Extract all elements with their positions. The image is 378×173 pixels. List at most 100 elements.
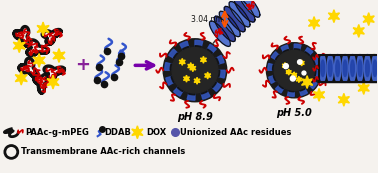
Polygon shape bbox=[368, 54, 378, 67]
Polygon shape bbox=[286, 69, 291, 75]
Polygon shape bbox=[166, 70, 195, 85]
Polygon shape bbox=[219, 11, 240, 37]
Polygon shape bbox=[195, 70, 220, 77]
Text: 3.04 nm: 3.04 nm bbox=[191, 15, 223, 24]
Polygon shape bbox=[328, 10, 339, 22]
Polygon shape bbox=[169, 49, 195, 70]
Polygon shape bbox=[183, 47, 195, 70]
Polygon shape bbox=[53, 49, 65, 62]
Polygon shape bbox=[170, 64, 195, 70]
Polygon shape bbox=[281, 45, 294, 70]
Polygon shape bbox=[174, 53, 195, 70]
Polygon shape bbox=[190, 65, 196, 72]
Ellipse shape bbox=[366, 60, 369, 77]
Polygon shape bbox=[195, 55, 224, 70]
Text: DDAB: DDAB bbox=[105, 128, 132, 137]
Polygon shape bbox=[165, 62, 195, 70]
Polygon shape bbox=[174, 70, 195, 96]
Polygon shape bbox=[234, 0, 255, 22]
Polygon shape bbox=[294, 70, 321, 77]
Ellipse shape bbox=[351, 60, 355, 77]
Polygon shape bbox=[13, 39, 25, 53]
Polygon shape bbox=[195, 49, 212, 70]
Polygon shape bbox=[276, 55, 294, 70]
Text: DOX: DOX bbox=[146, 128, 167, 137]
Polygon shape bbox=[294, 70, 313, 85]
Polygon shape bbox=[358, 82, 369, 94]
Polygon shape bbox=[183, 75, 189, 82]
Polygon shape bbox=[294, 48, 313, 70]
Polygon shape bbox=[195, 70, 221, 91]
Circle shape bbox=[290, 76, 295, 81]
Circle shape bbox=[284, 64, 288, 69]
Polygon shape bbox=[294, 49, 300, 70]
Bar bbox=[319, 54, 378, 82]
Polygon shape bbox=[273, 65, 294, 70]
Polygon shape bbox=[179, 58, 185, 65]
Polygon shape bbox=[271, 52, 294, 70]
Polygon shape bbox=[194, 77, 200, 84]
Ellipse shape bbox=[364, 54, 370, 82]
Polygon shape bbox=[294, 44, 301, 70]
Polygon shape bbox=[209, 21, 231, 47]
Polygon shape bbox=[268, 63, 294, 70]
Polygon shape bbox=[294, 70, 307, 95]
Text: PAAc-g-mPEG: PAAc-g-mPEG bbox=[25, 128, 89, 137]
Polygon shape bbox=[195, 44, 216, 70]
Polygon shape bbox=[273, 70, 294, 81]
Polygon shape bbox=[37, 22, 49, 36]
Bar bbox=[319, 54, 378, 82]
Circle shape bbox=[274, 50, 314, 90]
Circle shape bbox=[163, 39, 227, 102]
Polygon shape bbox=[313, 88, 325, 101]
Polygon shape bbox=[195, 70, 217, 88]
Ellipse shape bbox=[342, 54, 348, 82]
Polygon shape bbox=[180, 41, 195, 70]
Polygon shape bbox=[282, 63, 288, 69]
Polygon shape bbox=[195, 40, 203, 70]
Ellipse shape bbox=[357, 54, 363, 82]
Text: pH 8.9: pH 8.9 bbox=[177, 112, 213, 122]
Polygon shape bbox=[188, 63, 194, 70]
Ellipse shape bbox=[349, 54, 356, 82]
Polygon shape bbox=[287, 70, 294, 96]
Polygon shape bbox=[195, 46, 201, 70]
Polygon shape bbox=[229, 2, 250, 27]
Text: +: + bbox=[75, 56, 90, 74]
Polygon shape bbox=[200, 56, 206, 63]
Polygon shape bbox=[363, 13, 374, 25]
Polygon shape bbox=[308, 17, 320, 29]
Ellipse shape bbox=[336, 60, 339, 77]
Circle shape bbox=[266, 43, 322, 98]
Polygon shape bbox=[338, 93, 349, 106]
Ellipse shape bbox=[319, 54, 326, 82]
Polygon shape bbox=[289, 70, 294, 92]
Polygon shape bbox=[189, 70, 195, 95]
Polygon shape bbox=[279, 70, 294, 89]
Circle shape bbox=[172, 48, 218, 93]
Polygon shape bbox=[47, 75, 59, 89]
Text: Transmembrane AAc-rich channels: Transmembrane AAc-rich channels bbox=[21, 147, 186, 156]
Polygon shape bbox=[214, 16, 235, 42]
Polygon shape bbox=[15, 71, 27, 85]
Polygon shape bbox=[239, 0, 260, 17]
Circle shape bbox=[297, 60, 302, 64]
Polygon shape bbox=[177, 70, 195, 92]
Polygon shape bbox=[33, 53, 45, 67]
Ellipse shape bbox=[373, 60, 377, 77]
Polygon shape bbox=[269, 70, 294, 83]
Polygon shape bbox=[353, 25, 364, 37]
Ellipse shape bbox=[321, 60, 325, 77]
Polygon shape bbox=[302, 76, 313, 88]
Ellipse shape bbox=[335, 54, 341, 82]
Circle shape bbox=[302, 71, 306, 75]
Polygon shape bbox=[294, 70, 305, 91]
Polygon shape bbox=[195, 70, 225, 78]
Polygon shape bbox=[284, 49, 294, 70]
Polygon shape bbox=[276, 70, 294, 93]
Polygon shape bbox=[299, 60, 304, 66]
Polygon shape bbox=[187, 70, 195, 100]
Polygon shape bbox=[294, 57, 320, 70]
Polygon shape bbox=[296, 76, 302, 83]
Polygon shape bbox=[195, 70, 208, 94]
